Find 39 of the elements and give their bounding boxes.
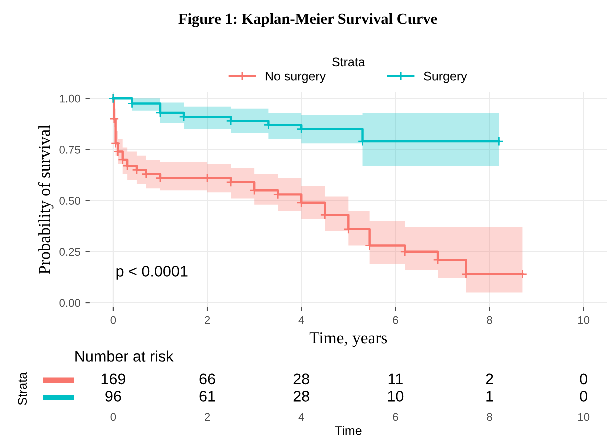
data-label: 66 bbox=[200, 374, 216, 385]
x-tick-label: 8 bbox=[487, 413, 492, 422]
legend-label: Surgery bbox=[424, 72, 468, 84]
y-axis-title: Strata bbox=[18, 372, 28, 406]
y-tick-label: 0.50 bbox=[60, 197, 80, 205]
x-tick-label: 2 bbox=[205, 316, 210, 324]
x-tick-label: 0 bbox=[110, 316, 116, 324]
x-tick-label: 6 bbox=[393, 316, 398, 324]
x-tick-label: 4 bbox=[298, 316, 304, 324]
data-label: 28 bbox=[294, 391, 310, 402]
x-tick-label: 4 bbox=[298, 413, 304, 422]
data-label: 10 bbox=[388, 391, 404, 402]
x-tick-label: 0 bbox=[110, 413, 116, 422]
data-label: 1 bbox=[486, 391, 494, 402]
x-tick-label: 2 bbox=[205, 413, 210, 422]
y-tick-label: 0.75 bbox=[60, 146, 80, 154]
legend-label: No surgery bbox=[266, 72, 326, 84]
x-axis-title: Time bbox=[335, 426, 362, 436]
x-tick-label: 10 bbox=[578, 316, 590, 324]
chart-title: Number at risk bbox=[76, 350, 174, 362]
data-label: 96 bbox=[106, 391, 122, 402]
chart-title: Figure 1: Kaplan-Meier Survival Curve bbox=[178, 13, 438, 28]
annotation: p < 0.0001 bbox=[116, 266, 188, 280]
x-tick-label: 8 bbox=[487, 316, 492, 324]
x-axis-title: Time, years bbox=[310, 332, 388, 348]
data-label: 61 bbox=[200, 391, 216, 402]
y-axis-title: Probability of survival bbox=[38, 125, 54, 274]
x-tick-label: 6 bbox=[393, 413, 398, 422]
y-tick-label: 0.00 bbox=[60, 299, 80, 308]
legend-title: Strata bbox=[332, 58, 366, 67]
data-label: 2 bbox=[486, 374, 494, 384]
data-label: 11 bbox=[388, 374, 403, 384]
data-label: 28 bbox=[294, 374, 310, 385]
x-tick-label: 10 bbox=[578, 413, 590, 422]
data-label: 0 bbox=[580, 374, 588, 385]
y-tick-label: 1.00 bbox=[60, 94, 80, 103]
y-tick-label: 0.25 bbox=[60, 248, 80, 256]
data-label: 169 bbox=[102, 374, 126, 385]
data-label: 0 bbox=[580, 391, 588, 402]
